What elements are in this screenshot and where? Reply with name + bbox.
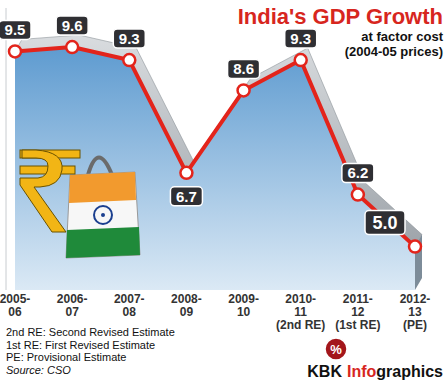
data-label: 6.7 (176, 188, 197, 205)
data-point (123, 54, 135, 66)
label-box (113, 29, 145, 48)
data-label: 6.2 (347, 164, 368, 181)
chart-root: 9.59.69.36.78.69.36.25.02005-062006-0720… (0, 0, 448, 382)
x-tick-line: 12 (351, 305, 365, 319)
source: Source: CSO (6, 364, 71, 376)
x-tick-line: 07 (65, 305, 79, 319)
bag-handle (88, 158, 112, 176)
rupee-symbol (20, 150, 80, 232)
unit-badge-text: % (330, 342, 342, 357)
credit-highlight: Info (347, 363, 377, 380)
data-label: 8.6 (233, 60, 254, 77)
bag-body (66, 172, 140, 258)
x-tick-line: (PE) (403, 318, 427, 332)
label-box (56, 16, 88, 35)
data-label: 9.6 (62, 17, 83, 34)
data-point (409, 241, 421, 253)
x-tick-line: 2008- (171, 292, 202, 306)
label-box (170, 187, 202, 206)
label-box (342, 164, 374, 183)
data-label: 9.3 (119, 30, 140, 47)
unit-badge (325, 338, 347, 360)
note: PE: Provisional Estimate (6, 351, 126, 363)
data-label: 9.3 (290, 30, 311, 47)
credit: KBK Infographics (307, 363, 443, 380)
label-box (285, 29, 317, 48)
credit-rest: graphics (376, 363, 443, 380)
x-tick-line: 08 (123, 305, 137, 319)
subtitle: (2004-05 prices) (345, 44, 443, 59)
data-point (180, 167, 192, 179)
x-tick-line: 11 (294, 305, 307, 319)
data-label: 5.0 (372, 213, 397, 233)
x-tick-label: 2008-09 (171, 292, 202, 319)
label-box (365, 211, 405, 235)
bag-green (66, 227, 140, 258)
x-tick-label: 2011-12(1st RE) (335, 292, 380, 332)
x-tick-line: 13 (408, 305, 422, 319)
note: 1st RE: First Revised Estimate (6, 339, 155, 351)
x-tick-line: 2006- (57, 292, 88, 306)
subtitle: at factor cost (361, 29, 443, 44)
x-tick-line: 2007- (114, 292, 145, 306)
note: 2nd RE: Second Revised Estimate (6, 326, 175, 338)
data-point (66, 41, 78, 53)
label-box (0, 20, 31, 39)
x-tick-line: 09 (180, 305, 194, 319)
label-box (228, 59, 260, 78)
credit-brand: KBK (307, 363, 342, 380)
x-tick-label: 2006-07 (57, 292, 88, 319)
x-tick-label: 2010-11(2nd RE) (276, 292, 325, 332)
bag-chakra-hub (101, 213, 105, 217)
data-point (295, 54, 307, 66)
data-point (352, 189, 364, 201)
x-tick-line: 2010- (285, 292, 316, 306)
axis-line (6, 8, 7, 290)
x-tick-line: 2005- (0, 292, 30, 306)
x-tick-line: 10 (237, 305, 251, 319)
x-tick-label: 2007-08 (114, 292, 145, 319)
x-tick-line: 2011- (343, 292, 373, 306)
x-tick-line: 2012- (400, 292, 431, 306)
chart-svg: 9.59.69.36.78.69.36.25.02005-062006-0720… (0, 0, 448, 382)
title: India's GDP Growth (238, 4, 443, 29)
data-point (9, 45, 21, 57)
bag-chakra (94, 206, 112, 224)
data-label: 9.5 (5, 21, 26, 38)
plot-area (9, 35, 422, 290)
x-tick-label: 2009-10 (228, 292, 259, 319)
x-tick-line: 2009- (228, 292, 259, 306)
slab-front (15, 47, 415, 290)
x-tick-label: 2012-13(PE) (400, 292, 431, 332)
x-tick-label: 2005-06 (0, 292, 30, 319)
data-point (238, 84, 250, 96)
x-tick-line: (2nd RE) (276, 318, 325, 332)
bag-saffron (69, 172, 136, 203)
x-tick-line: (1st RE) (335, 318, 380, 332)
decoration (20, 150, 140, 258)
x-tick-line: 06 (8, 305, 22, 319)
